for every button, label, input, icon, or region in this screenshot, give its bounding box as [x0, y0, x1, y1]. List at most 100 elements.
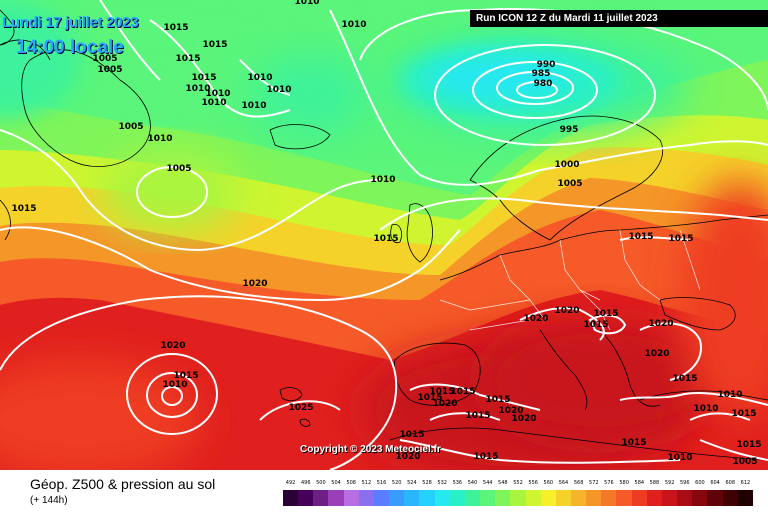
scale-swatch [646, 490, 662, 506]
isobar-label: 1010 [205, 89, 230, 99]
scale-swatch [601, 490, 617, 506]
scale-tick-label: 500 [316, 480, 326, 486]
colour-scale-bar [283, 490, 753, 506]
scale-tick-label: 596 [679, 480, 690, 486]
isobar-label: 1005 [166, 164, 191, 174]
isobar-label: 1020 [523, 314, 548, 324]
isobar-label: 1015 [175, 54, 200, 64]
isobar-label: 990 [537, 60, 556, 70]
isobar-label: 1015 [373, 234, 398, 244]
isobar-label: 1005 [118, 122, 143, 132]
isobar-label: 1010 [241, 101, 266, 111]
scale-swatch [480, 490, 496, 506]
scale-tick-label: 584 [634, 480, 645, 486]
isobar-label: 1010 [370, 175, 395, 185]
scale-swatch [677, 490, 693, 506]
isobar-label: 985 [532, 69, 551, 79]
isobar-label: 980 [534, 79, 553, 89]
isobar-label: 1015 [621, 438, 646, 448]
model-run-label: Run ICON 12 Z du Mardi 11 juillet 2023 [470, 10, 768, 27]
isobar-label: 1020 [511, 414, 536, 424]
isobar-label: 1010 [147, 134, 172, 144]
isobar-label: 1015 [465, 411, 490, 421]
scale-swatch [313, 490, 329, 506]
isobar-label: 1010 [294, 0, 319, 7]
isobar-label: 1005 [97, 65, 122, 75]
isobar-label: 1015 [485, 395, 510, 405]
isobar-label: 1015 [173, 371, 198, 381]
isobar-label: 1020 [242, 279, 267, 289]
scale-swatch [298, 490, 314, 506]
scale-tick-label: 556 [528, 480, 538, 486]
forecast-lead-time: (+ 144h) [30, 495, 68, 506]
isobar-label: 1010 [341, 20, 366, 30]
colour-scale-labels: 492 496 500 504 508 512 516 520 524 528 532 536 540 5… [283, 480, 753, 489]
scale-tick-label: 588 [649, 480, 660, 486]
isobar-label: 1015 [399, 430, 424, 440]
scale-tick-label: 508 [346, 480, 356, 486]
isobar-label: 1015 [736, 440, 761, 450]
scale-tick-label: 528 [422, 480, 432, 486]
isobar-label: 1015 [429, 387, 454, 397]
coastlines [0, 9, 768, 461]
isobar-label: 1020 [648, 319, 673, 329]
scale-tick-label: 532 [437, 480, 447, 486]
scale-swatch [404, 490, 420, 506]
scale-swatch [495, 490, 511, 506]
scale-tick-label: 600 [695, 480, 705, 486]
scale-tick-label: 580 [619, 480, 629, 486]
isobar-label: 1015 [731, 409, 756, 419]
scale-tick-label: 548 [498, 480, 508, 486]
scale-tick-label: 592 [664, 480, 675, 486]
isobar-label: 1010 [247, 73, 272, 83]
scale-swatch [419, 490, 435, 506]
scale-swatch [616, 490, 632, 506]
scale-tick-label: 604 [710, 480, 720, 486]
isobar-label: 1015 [628, 232, 653, 242]
scale-swatch [464, 490, 481, 506]
isobar-label: 1020 [160, 341, 185, 351]
scale-swatch [555, 490, 571, 506]
scale-swatch [586, 490, 602, 506]
scale-swatch [389, 490, 405, 506]
isobar-label: 1015 [583, 320, 608, 330]
scale-tick-label: 520 [391, 480, 402, 486]
isobar-label: 1015 [417, 393, 442, 403]
scale-swatch [283, 490, 299, 506]
scale-tick-label: 540 [467, 480, 478, 486]
scale-swatch [510, 490, 526, 506]
isobar-label: 1015 [202, 40, 227, 50]
scale-swatch [631, 490, 647, 506]
scale-tick-label: 568 [573, 480, 584, 486]
scale-swatch [373, 490, 390, 506]
isobar-lines [0, 0, 768, 470]
isobar-label: 1010 [201, 98, 226, 108]
scale-swatch [737, 490, 753, 506]
scale-swatch [707, 490, 723, 506]
isobar-label: 1015 [473, 452, 498, 462]
scale-tick-label: 516 [376, 480, 387, 486]
isobar-label: 1020 [498, 406, 523, 416]
forecast-date: Lundi 17 juillet 2023 [2, 14, 139, 31]
isobar-label: 1005 [557, 179, 582, 189]
scale-swatch [692, 490, 708, 506]
scale-swatch [722, 490, 738, 506]
isobar-label: 1010 [693, 404, 718, 414]
scale-tick-label: 544 [482, 480, 493, 486]
scale-tick-label: 564 [558, 480, 569, 486]
isobar-label: 1010 [717, 390, 742, 400]
scale-tick-label: 608 [725, 480, 736, 486]
isobar-label: 1010 [162, 380, 187, 390]
scale-swatch [661, 490, 678, 506]
scale-swatch [570, 490, 587, 506]
isobar-label: 1015 [11, 204, 36, 214]
isobar-label: 1000 [554, 160, 579, 170]
scale-tick-label: 512 [361, 480, 372, 486]
scale-tick-label: 552 [513, 480, 523, 486]
scale-tick-label: 504 [331, 480, 341, 486]
isobar-label: 1015 [191, 73, 216, 83]
scale-tick-label: 576 [604, 480, 614, 486]
country-borders [439, 229, 701, 331]
